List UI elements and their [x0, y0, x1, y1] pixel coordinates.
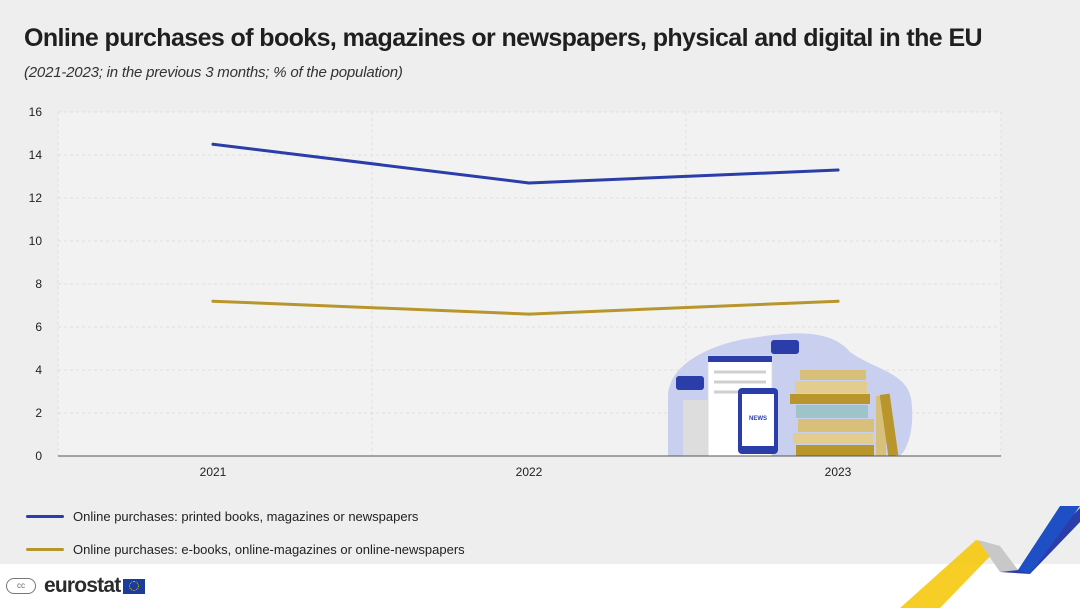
x-tick-label: 2023: [825, 465, 852, 479]
data-point-0-1: [527, 181, 531, 185]
chart-title: Online purchases of books, magazines or …: [24, 24, 983, 52]
logo-text: eurostat: [44, 574, 121, 597]
legend: Online purchases: printed books, magazin…: [26, 506, 465, 559]
yellow-stripe-icon: [900, 540, 1000, 608]
legend-swatch-printed: [26, 514, 64, 518]
eurostat-logo[interactable]: eurostat: [44, 574, 146, 598]
data-point-0-2: [836, 168, 840, 172]
y-tick-label: 4: [35, 363, 42, 377]
legend-swatch-digital: [26, 547, 64, 551]
y-tick-label: 14: [29, 148, 43, 162]
y-tick-label: 16: [29, 105, 43, 119]
data-point-1-0: [211, 299, 215, 303]
data-point-1-2: [836, 299, 840, 303]
cc-license-icon: cc: [6, 578, 36, 594]
tablet-screen-icon: [742, 394, 774, 446]
book-icon: [876, 396, 886, 456]
book-icon: [790, 394, 870, 404]
legend-item-digital: Online purchases: e-books, online-magazi…: [26, 539, 465, 559]
x-tick-label: 2021: [200, 465, 227, 479]
legend-item-printed: Online purchases: printed books, magazin…: [26, 506, 465, 526]
book-icon: [798, 419, 874, 432]
series-lines: [211, 142, 840, 316]
chart-subtitle: (2021-2023; in the previous 3 months; % …: [24, 64, 403, 81]
newspaper-icon: [683, 400, 711, 456]
newspaper-header-icon: [708, 356, 772, 362]
y-tick-label: 2: [35, 406, 42, 420]
books-news-illustration: NEWS: [668, 333, 913, 457]
y-axis-ticks: 0 2 4 6 8 10 12 14 16: [29, 105, 43, 463]
grey-stripe-icon: [978, 540, 1018, 572]
speech-bubble-icon: [676, 376, 704, 390]
y-tick-label: 8: [35, 277, 42, 291]
y-tick-label: 6: [35, 320, 42, 334]
blue-stripe-icon: [1000, 508, 1080, 574]
x-tick-label: 2022: [516, 465, 543, 479]
y-tick-label: 12: [29, 191, 43, 205]
book-icon: [793, 433, 873, 444]
legend-label-digital: Online purchases: e-books, online-magazi…: [73, 541, 465, 557]
book-icon: [795, 381, 867, 393]
data-point-0-0: [211, 142, 215, 146]
y-tick-label: 10: [29, 234, 43, 248]
blue-stripe-icon: [1018, 506, 1080, 574]
footer-bar: [0, 564, 1080, 608]
eu-flag-icon: [123, 578, 146, 594]
news-label: NEWS: [749, 416, 767, 422]
book-icon: [800, 370, 866, 380]
book-icon: [796, 445, 874, 456]
corner-stripes-icon: [900, 506, 1080, 608]
x-axis-ticks: 2021 2022 2023: [200, 465, 852, 479]
book-icon: [879, 393, 899, 457]
book-icon: [796, 405, 868, 418]
grid-lines: [57, 111, 1002, 456]
line-chart: NEWS 0 2 4 6 8 10 12 14 16 2021 2022 2023: [29, 105, 1002, 479]
data-point-1-1: [527, 312, 531, 316]
y-tick-label: 0: [35, 449, 42, 463]
speech-bubble-icon: [771, 340, 799, 354]
legend-label-printed: Online purchases: printed books, magazin…: [73, 508, 419, 524]
